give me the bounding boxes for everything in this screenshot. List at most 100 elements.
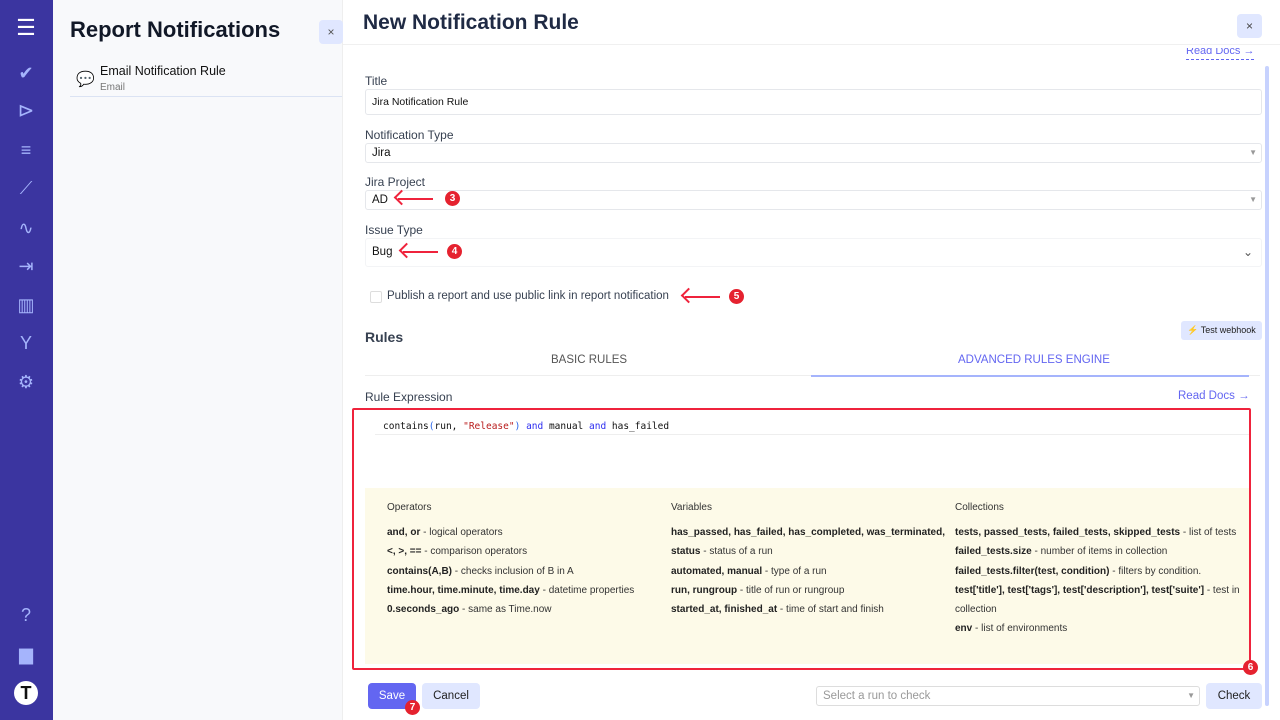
- help-desc: - logical operators: [420, 527, 503, 538]
- help-desc: - type of a run: [762, 565, 827, 577]
- column-title: Variables: [671, 502, 712, 513]
- close-panel-button[interactable]: ×: [319, 20, 343, 44]
- help-row: started_at, finished_at - time of start …: [671, 600, 951, 619]
- help-term: has_passed, has_failed, has_completed, w…: [671, 527, 946, 538]
- folder-icon[interactable]: ▆: [19, 644, 33, 664]
- help-row: has_passed, has_failed, has_completed, w…: [671, 523, 951, 542]
- chart-icon[interactable]: ▥: [17, 295, 35, 315]
- variables-column: Variables has_passed, has_failed, has_com…: [671, 502, 951, 619]
- item-subtitle: Email: [100, 82, 126, 93]
- active-tab-indicator: [811, 375, 1249, 377]
- help-desc: - status of a run: [700, 546, 773, 558]
- collections-column: Collections tests, passed_tests, failed_t…: [955, 502, 1240, 639]
- publish-checkbox[interactable]: [370, 291, 382, 303]
- code-token: manual: [543, 421, 589, 432]
- annotation-arrow: [685, 296, 720, 298]
- help-row: failed_tests.size - number of items in c…: [955, 542, 1240, 561]
- title-input[interactable]: Jira Notification Rule: [365, 89, 1262, 115]
- run-select[interactable]: Select a run to check ▼: [816, 686, 1200, 706]
- gear-icon[interactable]: ⚙: [17, 372, 35, 392]
- tab-advanced-rules-engine[interactable]: ADVANCED RULES ENGINE: [958, 354, 1110, 366]
- help-term: tests, passed_tests, failed_tests, skipp…: [955, 527, 1181, 538]
- play-icon[interactable]: ⊳: [17, 100, 35, 122]
- help-row: run, rungroup - title of run or rungroup: [671, 581, 951, 600]
- help-row: tests, passed_tests, failed_tests, skipp…: [955, 523, 1240, 542]
- project-value: AD: [372, 194, 388, 206]
- rule-expression-editor[interactable]: contains(run, "Release") and manual and …: [375, 421, 1251, 435]
- list-item[interactable]: 💬 Email Notification Rule Email: [70, 60, 342, 97]
- help-desc: - filters by condition.: [1109, 565, 1202, 577]
- code-token: has_failed: [606, 421, 670, 432]
- chat-bubble-icon: 💬: [76, 71, 95, 88]
- code-token: and: [526, 421, 544, 432]
- steps-icon[interactable]: ⟋: [19, 178, 33, 198]
- help-row: contains(A,B) - checks inclusion of B in…: [387, 562, 657, 581]
- check-icon[interactable]: ✔: [18, 63, 34, 83]
- logo-icon[interactable]: T: [14, 681, 38, 705]
- help-desc: - title of run or rungroup: [737, 584, 845, 596]
- branch-icon[interactable]: Y: [19, 333, 32, 353]
- rules-tabs: BASIC RULES ADVANCED RULES ENGINE: [365, 348, 1260, 377]
- close-button[interactable]: ×: [1237, 14, 1262, 38]
- pulse-icon[interactable]: ∿: [18, 218, 34, 238]
- annotation-5: 5: [729, 289, 744, 304]
- type-select[interactable]: Jira ▼: [365, 143, 1262, 163]
- help-desc: - checks inclusion of B in A: [452, 565, 574, 577]
- annotation-arrow: [398, 198, 433, 200]
- expression-label: Rule Expression: [365, 390, 453, 404]
- header: New Notification Rule ×: [343, 0, 1280, 45]
- help-row: failed_tests.filter(test, condition) - f…: [955, 562, 1240, 581]
- help-term: automated, manual: [671, 565, 763, 577]
- help-panel: Operators and, or - logical operators <, >…: [365, 488, 1250, 664]
- type-value: Jira: [372, 147, 391, 159]
- test-webhook-label: Test webhook: [1200, 325, 1256, 335]
- help-term: contains(A,B): [387, 565, 452, 577]
- help-term: time.hour, time.minute, time.day: [387, 584, 540, 596]
- code-token: and: [589, 421, 607, 432]
- issue-value: Bug: [372, 246, 393, 258]
- read-docs-link[interactable]: Read Docs →: [1178, 390, 1250, 402]
- help-desc: - comparison operators: [421, 546, 528, 558]
- left-panel: Report Notifications × 💬 Email Notificat…: [53, 0, 343, 720]
- menu-icon[interactable]: ☰: [16, 15, 36, 40]
- help-term: started_at, finished_at: [671, 604, 778, 616]
- code-token: (: [428, 421, 435, 432]
- cancel-button[interactable]: Cancel: [422, 683, 480, 709]
- plug-icon: ⚡: [1187, 325, 1199, 335]
- help-icon[interactable]: ?: [20, 605, 31, 625]
- scrollbar[interactable]: [1265, 66, 1269, 706]
- help-term: status: [671, 546, 701, 558]
- test-webhook-button[interactable]: ⚡ Test webhook: [1181, 321, 1262, 340]
- help-desc: - list of environments: [972, 623, 1068, 635]
- issue-select[interactable]: Bug ⌄: [365, 238, 1262, 267]
- help-row: <, >, == - comparison operators: [387, 542, 657, 561]
- dropdown-arrow-icon: ▼: [1249, 148, 1257, 157]
- read-docs-link-top[interactable]: Read Docs →: [1186, 48, 1255, 60]
- publish-label: Publish a report and use public link in …: [387, 290, 669, 302]
- help-row: env - list of environments: [955, 619, 1240, 638]
- annotation-arrow: [403, 251, 438, 253]
- help-term: and, or: [387, 527, 421, 538]
- rules-heading: Rules: [365, 329, 404, 345]
- help-row: test['title'], test['tags'], test['descr…: [955, 581, 1240, 620]
- tab-basic-rules[interactable]: BASIC RULES: [551, 354, 628, 366]
- code-token: ): [514, 421, 521, 432]
- check-button[interactable]: Check: [1206, 683, 1262, 709]
- annotation-4: 4: [447, 244, 462, 259]
- import-icon[interactable]: ⇥: [18, 256, 34, 276]
- code-token: "Release": [463, 421, 515, 432]
- help-term: <, >, ==: [387, 546, 422, 558]
- dropdown-arrow-icon: ▼: [1249, 195, 1257, 204]
- help-term: run, rungroup: [671, 584, 738, 596]
- column-title: Operators: [387, 502, 432, 513]
- help-row: and, or - logical operators: [387, 523, 657, 542]
- rule-form: New Notification Rule × Read Docs → Titl…: [343, 0, 1280, 720]
- help-row: time.hour, time.minute, time.day - datet…: [387, 581, 657, 600]
- project-label: Jira Project: [365, 175, 426, 189]
- sidebar: ☰ ✔ ⊳ ≡ ⟋ ∿ ⇥ ▥ Y ⚙ ? ▆ T: [0, 0, 53, 720]
- help-term: test['title'], test['tags'], test['descr…: [955, 584, 1205, 596]
- project-select[interactable]: AD ▼: [365, 190, 1262, 210]
- help-desc: - test in collection: [955, 584, 1240, 616]
- operators-column: Operators and, or - logical operators <, >…: [387, 502, 657, 619]
- list-check-icon[interactable]: ≡: [20, 140, 32, 160]
